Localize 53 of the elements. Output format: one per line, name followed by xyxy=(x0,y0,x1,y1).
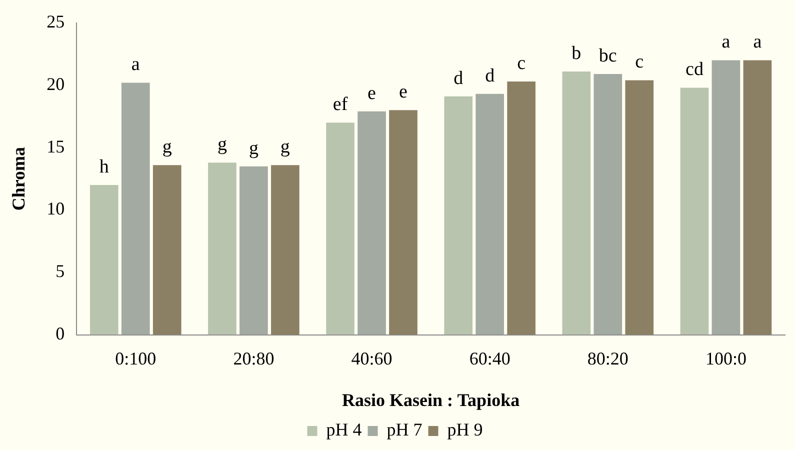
bar xyxy=(90,185,118,335)
x-tick-label: 100:0 xyxy=(705,348,746,368)
data-label: a xyxy=(722,32,731,53)
x-tick-label: 0:100 xyxy=(115,348,156,368)
y-tick-label: 10 xyxy=(46,198,65,219)
data-label: d xyxy=(485,65,496,86)
bar xyxy=(358,111,386,335)
legend-label: pH 4 xyxy=(326,420,362,440)
y-tick-label: 25 xyxy=(46,12,65,32)
data-label: g xyxy=(280,136,290,158)
x-tick-label: 40:60 xyxy=(351,348,392,368)
bar xyxy=(326,122,354,335)
bar xyxy=(625,80,654,335)
bar xyxy=(594,74,622,335)
x-tick-label: 60:40 xyxy=(469,348,510,368)
bar xyxy=(152,165,182,335)
data-label: bc xyxy=(598,45,617,66)
bar xyxy=(712,60,740,335)
data-label: c xyxy=(517,52,526,74)
data-label: g xyxy=(217,134,228,156)
data-label: g xyxy=(248,138,259,159)
data-label: b xyxy=(572,42,582,64)
bar xyxy=(507,81,536,335)
data-label: e xyxy=(368,82,376,104)
y-axis-title: Chroma xyxy=(8,146,28,211)
y-tick-label: 0 xyxy=(56,324,65,344)
data-label: g xyxy=(162,136,172,158)
data-label: h xyxy=(99,156,110,178)
y-tick-label: 15 xyxy=(46,136,65,156)
bar xyxy=(240,166,268,335)
bar xyxy=(680,88,709,335)
bar xyxy=(389,110,418,335)
legend-label: pH 7 xyxy=(386,420,422,440)
bar xyxy=(476,94,504,335)
y-tick-label: 5 xyxy=(56,261,65,282)
data-label: e xyxy=(399,82,408,103)
data-label: ef xyxy=(332,94,348,116)
bar xyxy=(562,71,591,335)
x-axis-title: Rasio Kasein : Tapioka xyxy=(342,390,520,410)
bar xyxy=(208,162,236,335)
bar xyxy=(743,60,772,335)
data-label: cd xyxy=(686,59,704,80)
data-label: d xyxy=(454,68,464,89)
data-label: a xyxy=(131,54,140,76)
y-tick-label: 20 xyxy=(46,74,65,94)
bar xyxy=(444,96,473,335)
x-tick-label: 20:80 xyxy=(233,348,274,368)
bar xyxy=(121,82,150,335)
bar xyxy=(271,165,300,335)
data-label: a xyxy=(753,32,762,53)
x-tick-label: 80:20 xyxy=(587,348,628,368)
data-label: c xyxy=(635,52,644,73)
legend-label: pH 9 xyxy=(447,420,483,440)
